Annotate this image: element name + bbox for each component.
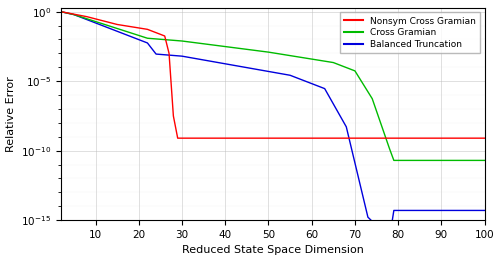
- Balanced Truncation: [58, 10, 64, 13]
- Cross Gramian: [283, 53, 289, 56]
- Nonsym Cross Gramian: [482, 137, 488, 140]
- Balanced Truncation: [158, 53, 164, 56]
- X-axis label: Reduced State Space Dimension: Reduced State Space Dimension: [182, 245, 364, 256]
- Nonsym Cross Gramian: [287, 137, 293, 140]
- Cross Gramian: [391, 159, 397, 162]
- Line: Nonsym Cross Gramian: Nonsym Cross Gramian: [61, 12, 484, 138]
- Line: Cross Gramian: Cross Gramian: [61, 12, 484, 161]
- Balanced Truncation: [170, 54, 176, 57]
- Nonsym Cross Gramian: [395, 137, 401, 140]
- Balanced Truncation: [188, 56, 194, 59]
- Nonsym Cross Gramian: [174, 137, 180, 140]
- Balanced Truncation: [283, 73, 289, 76]
- Line: Balanced Truncation: Balanced Truncation: [61, 12, 484, 238]
- Cross Gramian: [395, 159, 401, 162]
- Nonsym Cross Gramian: [192, 137, 198, 140]
- Cross Gramian: [188, 40, 194, 44]
- Balanced Truncation: [386, 236, 392, 240]
- Cross Gramian: [158, 38, 164, 41]
- Legend: Nonsym Cross Gramian, Cross Gramian, Balanced Truncation: Nonsym Cross Gramian, Cross Gramian, Bal…: [340, 12, 480, 54]
- Cross Gramian: [170, 39, 176, 42]
- Y-axis label: Relative Error: Relative Error: [6, 76, 16, 152]
- Nonsym Cross Gramian: [170, 114, 176, 117]
- Balanced Truncation: [482, 209, 488, 212]
- Nonsym Cross Gramian: [158, 33, 164, 36]
- Nonsym Cross Gramian: [274, 137, 280, 140]
- Cross Gramian: [270, 51, 276, 54]
- Balanced Truncation: [270, 71, 276, 74]
- Balanced Truncation: [395, 209, 401, 212]
- Cross Gramian: [58, 10, 64, 13]
- Cross Gramian: [482, 159, 488, 162]
- Nonsym Cross Gramian: [58, 10, 64, 13]
